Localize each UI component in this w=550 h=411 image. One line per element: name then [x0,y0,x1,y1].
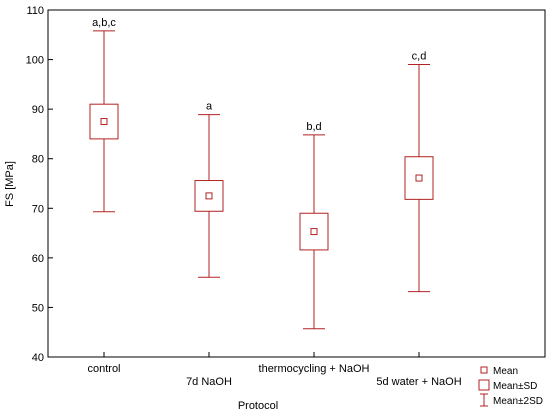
x-axis-label: Protocol [238,400,278,411]
x-tick-label: control [87,363,120,375]
box-group: a [194,101,224,278]
y-axis-label: FS [MPa] [4,161,16,207]
mean-marker [100,118,108,126]
y-tick-label: 80 [32,154,44,166]
mean-marker [205,192,213,200]
mean-marker [415,174,423,182]
mean-marker [310,228,318,236]
box-group: c,d [404,51,434,293]
legend-mean-label: Mean [493,366,518,377]
y-tick-label: 60 [32,253,44,265]
box-group: a,b,c [89,17,119,213]
y-tick-label: 90 [32,104,44,116]
significance-letters: c,d [412,51,427,63]
box-group: b,d [299,121,329,330]
legend-sd-label: Mean±SD [493,381,537,392]
y-axis: 40 50 60 70 80 90 100 110 [26,5,53,364]
y-tick-label: 70 [32,203,44,215]
y-tick-label: 40 [32,352,44,364]
x-tick-label: thermocycling + NaOH [259,363,370,375]
x-axis: control 7d NaOH thermocycling + NaOH 5d wat… [87,352,462,388]
legend-mean-symbol [480,366,488,374]
significance-letters: a,b,c [92,17,116,29]
significance-letters: b,d [306,121,321,133]
y-tick-label: 50 [32,302,44,314]
significance-letters: a [206,101,213,113]
x-tick-label: 7d NaOH [186,376,232,388]
y-tick-label: 100 [26,55,44,67]
y-tick-label: 110 [26,5,44,17]
plot-frame [47,9,546,358]
box-groups: a,b,c a b,d c,d [89,17,434,330]
legend-2sd-label: Mean±2SD [493,396,543,407]
x-tick-label: 5d water + NaOH [376,376,461,388]
legend-sd-symbol [478,379,490,391]
legend: Mean Mean±SD Mean±2SD [478,366,543,407]
